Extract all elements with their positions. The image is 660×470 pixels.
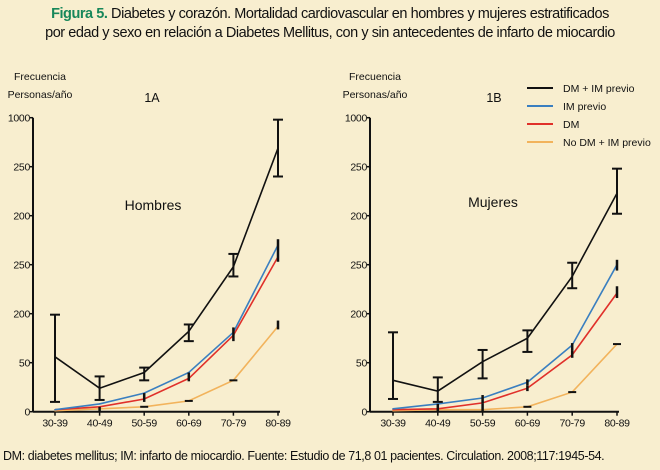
y-tick-label: 1000: [345, 113, 368, 125]
series-line: [54, 147, 279, 390]
panel-label: 1A: [144, 91, 160, 105]
y-tick-label: 200: [13, 211, 30, 223]
series-dm: [392, 292, 618, 411]
y-tick-label: 50: [356, 358, 368, 370]
data-point: [54, 408, 56, 411]
series-line: [54, 325, 279, 412]
legend-item: DM: [527, 119, 579, 131]
x-tick-label: 70-79: [221, 418, 247, 430]
legend-label: DM: [563, 119, 579, 131]
footnote: DM: diabetes mellitus; IM: infarto de mi…: [3, 449, 605, 463]
series-im-previo: [54, 244, 279, 411]
panel-annotation: Hombres: [125, 197, 182, 213]
x-tick-label: 80-89: [604, 418, 630, 430]
y-tick-label: 0: [24, 407, 30, 419]
x-tick-label: 50-59: [470, 418, 496, 430]
y-tick-label: 50: [19, 358, 31, 370]
y-tick-label: 250: [13, 260, 30, 272]
title-line-1: Diabetes y corazón. Mortalidad cardiovas…: [111, 6, 609, 22]
title-line-2: por edad y sexo en relación a Diabetes M…: [45, 25, 615, 41]
y-tick-label: 200: [13, 309, 30, 321]
x-tick-label: 60-69: [176, 418, 202, 430]
series-dm-im-previo: [54, 147, 279, 390]
legend-item: IM previo: [527, 101, 606, 113]
series-dm: [54, 256, 279, 411]
y-axis-label-line-2: Personas/año: [343, 89, 408, 101]
panel-annotation: Mujeres: [468, 194, 518, 210]
chart-panel-hombres: Frecuencia Personas/año 1A Hombres 0 50 200 250…: [8, 71, 292, 430]
y-axis-label-line-1: Frecuencia: [14, 71, 66, 83]
x-tick-label: 40-49: [87, 418, 113, 430]
y-tick-label: 200: [350, 211, 367, 223]
data-point: [98, 403, 101, 405]
legend-label: No DM + IM previo: [563, 137, 651, 149]
x-tick-label: 40-49: [425, 418, 451, 430]
figure-label: Figura 5.: [51, 6, 108, 22]
series-line: [54, 256, 279, 411]
legend-label: IM previo: [563, 101, 606, 113]
chart-panel-mujeres: Frecuencia Personas/año 1B Mujeres 0 50 200 250…: [343, 71, 631, 430]
y-tick-label: 250: [13, 162, 30, 174]
series-dm-im-previo: [392, 192, 618, 392]
x-tick-label: 30-39: [380, 418, 406, 430]
y-tick-label: 250: [350, 260, 367, 272]
legend: DM + IM previo IM previo DM No DM + IM prev…: [527, 83, 651, 149]
series-line: [392, 264, 618, 410]
series-line: [392, 292, 618, 411]
series-line: [392, 192, 618, 392]
x-tick-label: 80-89: [265, 418, 291, 430]
legend-label: DM + IM previo: [563, 83, 635, 95]
series-line: [392, 343, 618, 412]
figure-title: Figura 5. Diabetes y corazón. Mortalidad…: [0, 5, 660, 43]
series-no-dm-im-previo: [392, 343, 618, 412]
x-tick-label: 30-39: [42, 418, 68, 430]
y-axis-label-line-2: Personas/año: [8, 89, 73, 101]
legend-item: DM + IM previo: [527, 83, 635, 95]
x-tick-label: 70-79: [560, 418, 586, 430]
series-line: [54, 244, 279, 411]
y-tick-label: 200: [350, 309, 367, 321]
x-tick-label: 60-69: [515, 418, 541, 430]
panel-label: 1B: [486, 91, 501, 105]
x-tick-label: 50-59: [132, 418, 158, 430]
legend-item: No DM + IM previo: [527, 137, 651, 149]
y-tick-label: 1000: [8, 113, 31, 125]
y-axis-label-line-1: Frecuencia: [349, 71, 401, 83]
data-point: [392, 407, 394, 410]
y-tick-label: 250: [350, 162, 367, 174]
series-no-dm-im-previo: [54, 325, 279, 412]
y-tick-label: 0: [361, 407, 367, 419]
